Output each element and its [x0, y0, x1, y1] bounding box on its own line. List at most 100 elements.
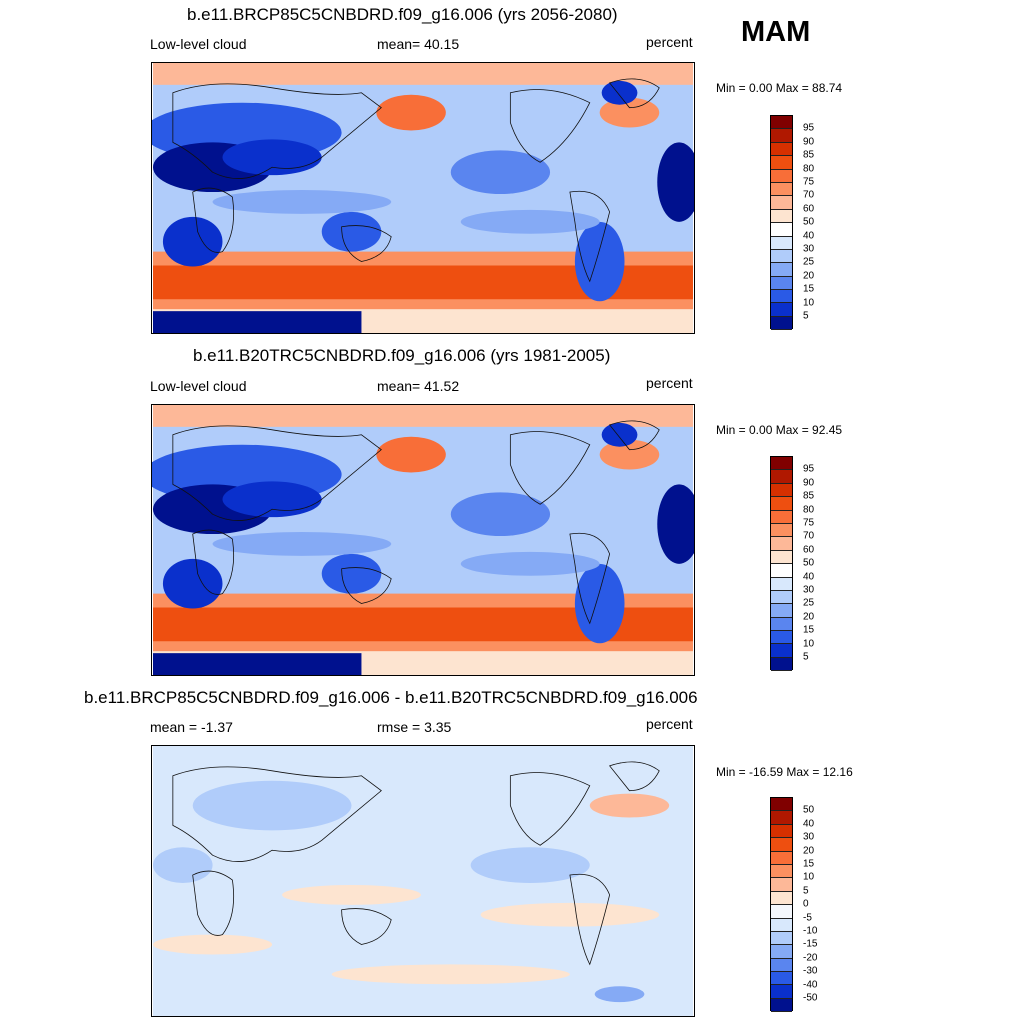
season-label: MAM — [741, 16, 811, 48]
colorbar-swatch — [771, 129, 792, 143]
colorbar-tick-label: 15 — [803, 283, 815, 295]
panel-1-variable-label: Low-level cloud — [150, 36, 247, 52]
colorbar-swatch — [771, 931, 792, 946]
panel-3-title: b.e11.BRCP85C5CNBDRD.f09_g16.006 - b.e11… — [84, 688, 698, 707]
colorbar-tick-label: -10 — [803, 925, 818, 937]
colorbar-swatch — [771, 497, 792, 511]
colorbar-swatch — [771, 116, 792, 130]
panel-1-minmax: Min = 0.00 Max = 88.74 — [716, 81, 843, 95]
panel-2-variable-label: Low-level cloud — [150, 378, 247, 394]
panel-2-colorbar — [770, 456, 793, 672]
colorbar-swatch — [771, 891, 792, 906]
panel-2-minmax: Min = 0.00 Max = 92.45 — [716, 423, 843, 437]
colorbar-tick-label: 50 — [803, 557, 815, 569]
colorbar-tick-label: -40 — [803, 979, 818, 991]
colorbar-tick-label: -15 — [803, 938, 818, 950]
colorbar-tick-label: 60 — [803, 203, 815, 215]
colorbar-tick-label: 5 — [803, 885, 809, 897]
colorbar-tick-label: 30 — [803, 243, 815, 255]
colorbar-swatch — [771, 303, 792, 317]
colorbar-tick-label: 40 — [803, 571, 815, 583]
colorbar-swatch — [771, 918, 792, 932]
colorbar-swatch — [771, 878, 792, 892]
colorbar-tick-label: 85 — [803, 490, 815, 502]
panel-3-units-label: percent — [646, 716, 693, 732]
colorbar-tick-label: 10 — [803, 871, 815, 883]
colorbar-tick-label: 50 — [803, 216, 815, 228]
panel-2-title: b.e11.B20TRC5CNBDRD.f09_g16.006 (yrs 198… — [193, 346, 611, 365]
colorbar-tick-label: 0 — [803, 898, 809, 910]
colorbar-swatch — [771, 631, 792, 645]
colorbar-swatch — [771, 523, 792, 538]
colorbar-swatch — [771, 537, 792, 551]
colorbar-swatch — [771, 550, 792, 565]
colorbar-swatch — [771, 263, 792, 277]
colorbar-tick-label: 15 — [803, 858, 815, 870]
colorbar-tick-label: 25 — [803, 256, 815, 268]
colorbar-tick-label: 75 — [803, 176, 815, 188]
colorbar-swatch — [771, 142, 792, 157]
colorbar-tick-label: -5 — [803, 912, 812, 924]
panel-3-colorbar — [770, 797, 793, 1013]
panel-3-map — [151, 745, 695, 1017]
colorbar-tick-label: 90 — [803, 136, 815, 148]
colorbar-swatch — [771, 905, 792, 919]
colorbar-swatch — [771, 470, 792, 484]
colorbar-tick-label: 20 — [803, 270, 815, 282]
colorbar-tick-label: 40 — [803, 230, 815, 242]
panel-2-map — [151, 404, 695, 676]
colorbar-swatch — [771, 998, 792, 1013]
colorbar-tick-label: 50 — [803, 804, 815, 816]
colorbar-swatch — [771, 972, 792, 986]
panel-1-map — [151, 62, 695, 334]
panel-1-units-label: percent — [646, 34, 693, 50]
colorbar-swatch — [771, 249, 792, 264]
colorbar-tick-label: 80 — [803, 504, 815, 516]
colorbar-swatch — [771, 316, 792, 331]
colorbar-tick-label: 10 — [803, 297, 815, 309]
colorbar-swatch — [771, 209, 792, 224]
colorbar-tick-label: 25 — [803, 597, 815, 609]
panel-1-mean-label: mean= 40.15 — [377, 36, 460, 52]
colorbar-tick-label: -30 — [803, 965, 818, 977]
colorbar-tick-label: 95 — [803, 122, 815, 134]
colorbar-tick-label: 10 — [803, 638, 815, 650]
colorbar-tick-label: 30 — [803, 584, 815, 596]
colorbar-tick-label: 90 — [803, 477, 815, 489]
panel-2-mean-label: mean= 41.52 — [377, 378, 460, 394]
panel-1-title: b.e11.BRCP85C5CNBDRD.f09_g16.006 (yrs 20… — [187, 5, 618, 24]
colorbar-swatch — [771, 945, 792, 959]
panel-3-rmse-label: rmse = 3.35 — [377, 719, 452, 735]
panel-1-colorbar — [770, 115, 793, 331]
colorbar-swatch — [771, 457, 792, 471]
colorbar-swatch — [771, 564, 792, 578]
colorbar-swatch — [771, 851, 792, 865]
colorbar-swatch — [771, 864, 792, 879]
colorbar-swatch — [771, 604, 792, 618]
colorbar-swatch — [771, 276, 792, 291]
colorbar-swatch — [771, 483, 792, 498]
colorbar-swatch — [771, 182, 792, 197]
colorbar-tick-label: 95 — [803, 463, 815, 475]
colorbar-swatch — [771, 811, 792, 825]
colorbar-tick-label: 40 — [803, 818, 815, 830]
colorbar-swatch — [771, 838, 792, 852]
colorbar-tick-label: 20 — [803, 845, 815, 857]
colorbar-tick-label: 5 — [803, 310, 809, 322]
colorbar-tick-label: 20 — [803, 611, 815, 623]
colorbar-swatch — [771, 958, 792, 973]
colorbar-swatch — [771, 657, 792, 672]
colorbar-swatch — [771, 510, 792, 524]
colorbar-tick-label: 75 — [803, 517, 815, 529]
panel-3-minmax: Min = -16.59 Max = 12.16 — [716, 765, 853, 779]
colorbar-tick-label: 15 — [803, 624, 815, 636]
colorbar-tick-label: -50 — [803, 992, 818, 1004]
colorbar-swatch — [771, 798, 792, 812]
colorbar-tick-label: 30 — [803, 831, 815, 843]
colorbar-swatch — [771, 590, 792, 605]
colorbar-swatch — [771, 644, 792, 658]
colorbar-swatch — [771, 577, 792, 591]
colorbar-tick-label: 85 — [803, 149, 815, 161]
colorbar-swatch — [771, 196, 792, 210]
colorbar-tick-label: -20 — [803, 952, 818, 964]
